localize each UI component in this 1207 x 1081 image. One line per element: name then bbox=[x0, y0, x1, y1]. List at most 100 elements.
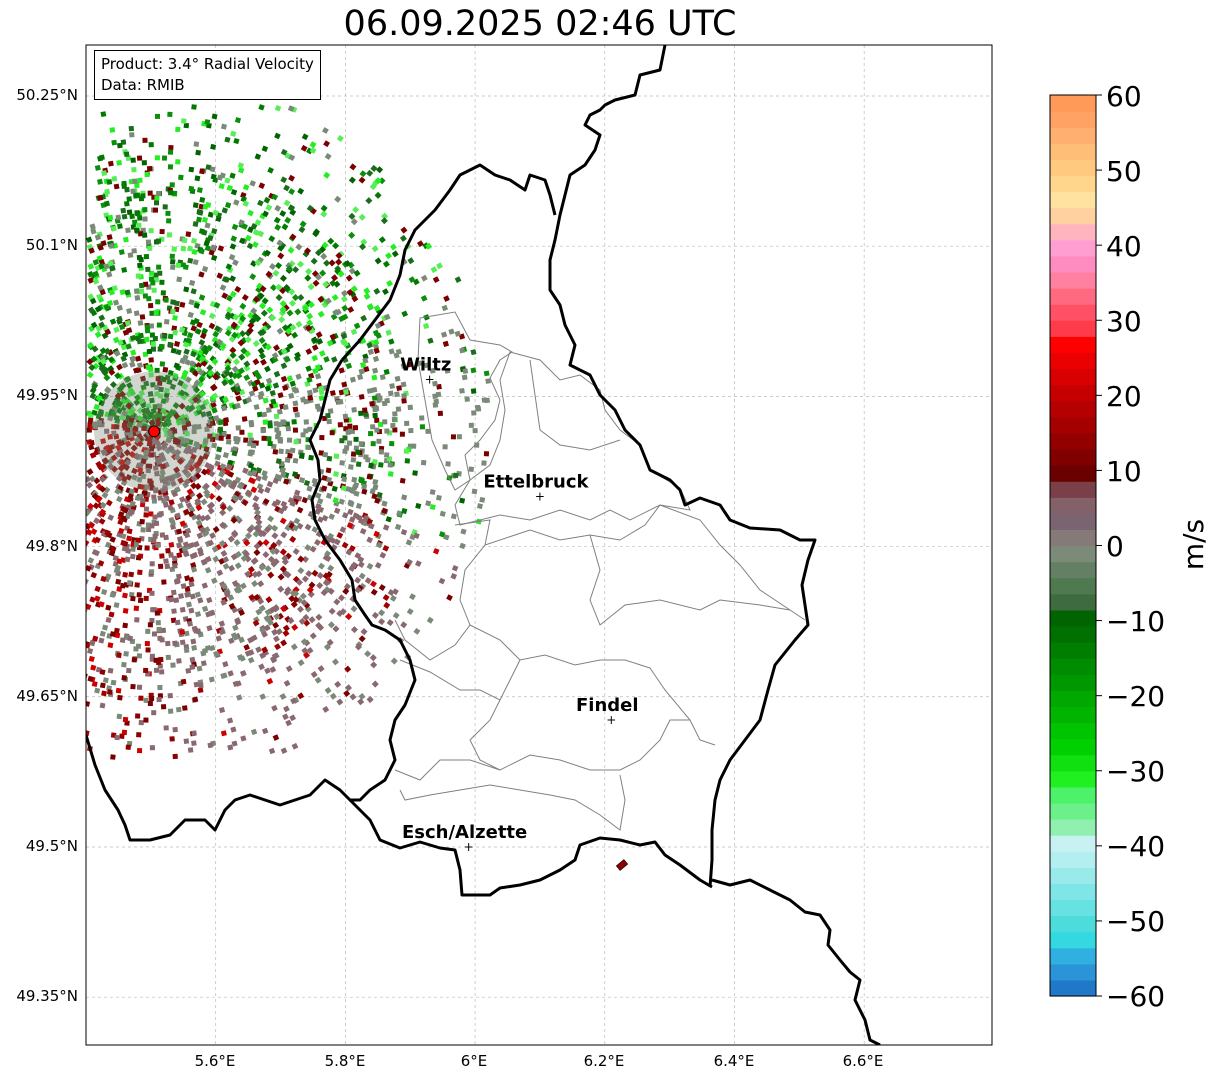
echo-pixel bbox=[140, 193, 146, 199]
echo-pixel bbox=[187, 311, 194, 319]
echo-pixel bbox=[142, 207, 148, 213]
echo-pixel bbox=[156, 322, 162, 328]
echo-pixel bbox=[281, 384, 289, 392]
echo-pixel bbox=[280, 148, 288, 156]
echo-pixel bbox=[252, 619, 260, 627]
echo-pixel bbox=[163, 319, 170, 325]
echo-pixel bbox=[196, 665, 203, 672]
echo-pixel bbox=[92, 502, 100, 510]
echo-pixel bbox=[253, 403, 260, 411]
echo-pixel bbox=[289, 324, 297, 331]
echo-pixel bbox=[149, 397, 155, 404]
echo-pixel bbox=[340, 295, 348, 303]
echo-pixel bbox=[190, 325, 197, 332]
echo-pixel bbox=[378, 462, 384, 468]
radar-site bbox=[148, 425, 161, 438]
echo-pixel bbox=[119, 582, 126, 589]
echo-pixel bbox=[133, 605, 140, 611]
echo-pixel bbox=[165, 640, 171, 647]
echo-pixel bbox=[291, 419, 297, 425]
echo-pixel bbox=[378, 449, 385, 455]
echo-pixel bbox=[144, 545, 150, 551]
echo-pixel bbox=[396, 385, 402, 391]
echo-pixel bbox=[172, 315, 178, 321]
echo-pixel bbox=[297, 294, 305, 302]
echo-pixel bbox=[119, 733, 125, 740]
echo-pixel bbox=[352, 206, 360, 214]
echo-pixel bbox=[156, 191, 162, 197]
echo-pixel bbox=[261, 297, 269, 305]
echo-pixel bbox=[132, 219, 138, 225]
echo-pixel bbox=[148, 228, 154, 234]
echo-pixel bbox=[353, 436, 359, 442]
echo-pixel bbox=[317, 665, 325, 673]
echo-pixel bbox=[154, 200, 159, 206]
colorbar-tick-label: −40 bbox=[1106, 830, 1166, 863]
colorbar-tick-label: −20 bbox=[1106, 680, 1166, 713]
echo-pixel bbox=[148, 142, 154, 148]
echo-pixel bbox=[371, 680, 379, 688]
echo-pixel bbox=[372, 329, 380, 337]
echo-pixel bbox=[188, 185, 195, 192]
echo-pixel bbox=[191, 249, 198, 255]
echo-pixel bbox=[384, 428, 390, 434]
echo-pixel bbox=[86, 577, 89, 585]
echo-pixel bbox=[247, 312, 255, 320]
echo-pixel bbox=[294, 351, 302, 359]
echo-pixel bbox=[105, 499, 113, 507]
echo-pixel bbox=[392, 588, 399, 596]
echo-pixel bbox=[199, 168, 205, 175]
echo-pixel bbox=[107, 514, 115, 521]
echo-pixel bbox=[176, 276, 183, 283]
echo-pixel bbox=[337, 594, 345, 602]
echo-pixel bbox=[306, 376, 313, 383]
echo-pixel bbox=[305, 444, 312, 451]
echo-pixel bbox=[436, 262, 443, 270]
echo-pixel bbox=[272, 734, 280, 741]
echo-pixel bbox=[197, 682, 204, 689]
echo-pixel bbox=[257, 347, 265, 355]
echo-pixel bbox=[407, 404, 414, 411]
echo-pixel bbox=[155, 113, 160, 119]
echo-pixel bbox=[162, 333, 168, 339]
echo-pixel bbox=[468, 422, 474, 428]
echo-pixel bbox=[180, 245, 187, 252]
echo-pixel bbox=[294, 411, 301, 418]
echo-pixel bbox=[333, 453, 340, 459]
echo-pixel bbox=[138, 720, 144, 726]
echo-pixel bbox=[372, 367, 379, 374]
echo-pixel bbox=[149, 569, 155, 575]
echo-pixel bbox=[113, 602, 120, 609]
echo-pixel bbox=[106, 179, 113, 185]
echo-pixel bbox=[347, 423, 353, 429]
echo-pixel bbox=[168, 190, 174, 196]
echo-pixel bbox=[204, 245, 211, 252]
echo-pixel bbox=[143, 254, 150, 260]
echo-pixel bbox=[195, 361, 203, 369]
echo-pixel bbox=[317, 310, 325, 318]
echo-pixel bbox=[159, 343, 165, 350]
echo-pixel bbox=[300, 396, 307, 403]
echo-pixel bbox=[323, 643, 331, 651]
echo-pixel bbox=[134, 295, 141, 301]
echo-pixel bbox=[142, 293, 149, 299]
echo-pixel bbox=[322, 451, 329, 458]
echo-pixel bbox=[194, 175, 201, 182]
echo-pixel bbox=[342, 448, 348, 454]
echo-pixel bbox=[167, 708, 174, 714]
echo-pixel bbox=[192, 696, 199, 703]
echo-pixel bbox=[229, 346, 237, 354]
echo-pixel bbox=[459, 388, 465, 394]
echo-pixel bbox=[462, 368, 469, 375]
echo-pixel bbox=[483, 370, 490, 377]
echo-pixel bbox=[169, 182, 175, 188]
echo-pixel bbox=[240, 347, 248, 355]
echo-pixel bbox=[148, 511, 154, 517]
echo-pixel bbox=[131, 166, 137, 173]
echo-pixel bbox=[218, 419, 224, 426]
echo-pixel bbox=[211, 113, 218, 120]
echo-pixel bbox=[244, 336, 252, 344]
echo-pixel bbox=[256, 411, 263, 418]
echo-pixel bbox=[230, 726, 237, 733]
echo-pixel bbox=[401, 494, 408, 501]
